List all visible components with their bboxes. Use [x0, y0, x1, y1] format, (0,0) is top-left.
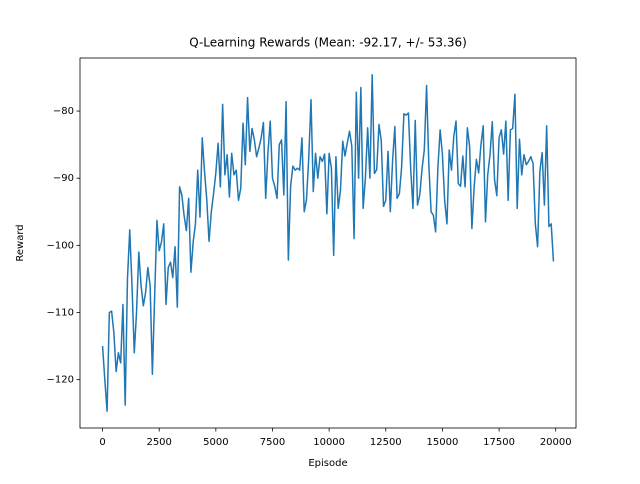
x-tick-label: 5000	[203, 437, 228, 448]
y-tick-label: −80	[53, 106, 74, 117]
y-tick-label: −100	[47, 240, 74, 251]
x-tick-label: 17500	[483, 437, 515, 448]
x-tick-label: 15000	[427, 437, 459, 448]
x-tick-label: 10000	[313, 437, 345, 448]
x-tick-label: 12500	[370, 437, 402, 448]
y-tick-label: −110	[47, 308, 74, 319]
plot-frame	[79, 57, 577, 429]
y-tick-label: −120	[47, 375, 74, 386]
x-tick-label: 2500	[146, 437, 171, 448]
y-axis-label: Reward	[15, 224, 26, 261]
x-axis-label: Episode	[308, 458, 347, 469]
y-tick-label: −90	[53, 173, 74, 184]
series-line	[101, 74, 555, 412]
x-tick-label: 7500	[260, 437, 285, 448]
chart-title: Q-Learning Rewards (Mean: -92.17, +/- 53…	[189, 36, 467, 50]
x-tick-label: 20000	[540, 437, 572, 448]
x-tick-label: 0	[99, 437, 105, 448]
